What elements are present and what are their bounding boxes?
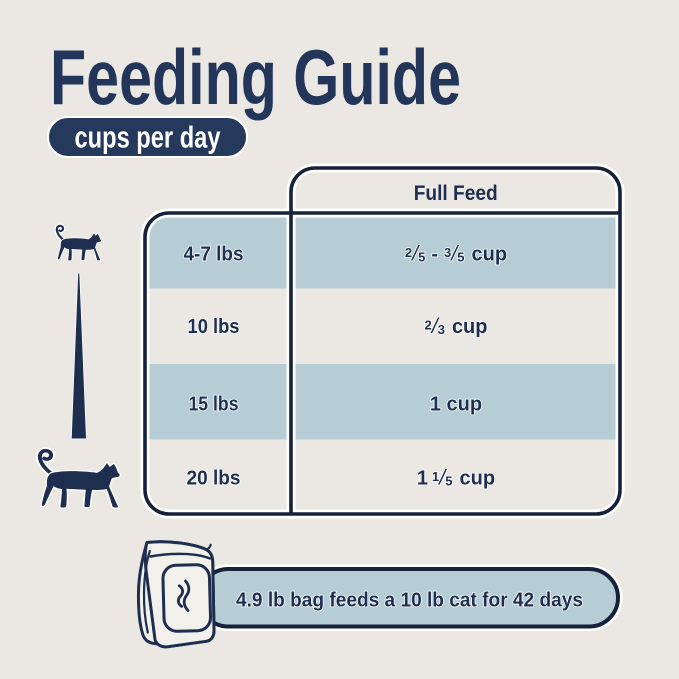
svg-text:cups per day: cups per day [75,120,222,155]
svg-text:15 lbs: 15 lbs [189,393,239,415]
svg-text:10 lbs: 10 lbs [188,316,240,338]
svg-text:4.9 lb bag feeds a 10 lb cat f: 4.9 lb bag feeds a 10 lb cat for 42 days [236,590,583,612]
svg-text:20 lbs: 20 lbs [187,467,241,489]
svg-text:1 cup: 1 cup [430,393,482,415]
svg-text:Full Feed: Full Feed [414,181,498,205]
svg-text:4-7 lbs: 4-7 lbs [184,243,244,265]
svg-text:Feeding Guide: Feeding Guide [50,33,461,121]
